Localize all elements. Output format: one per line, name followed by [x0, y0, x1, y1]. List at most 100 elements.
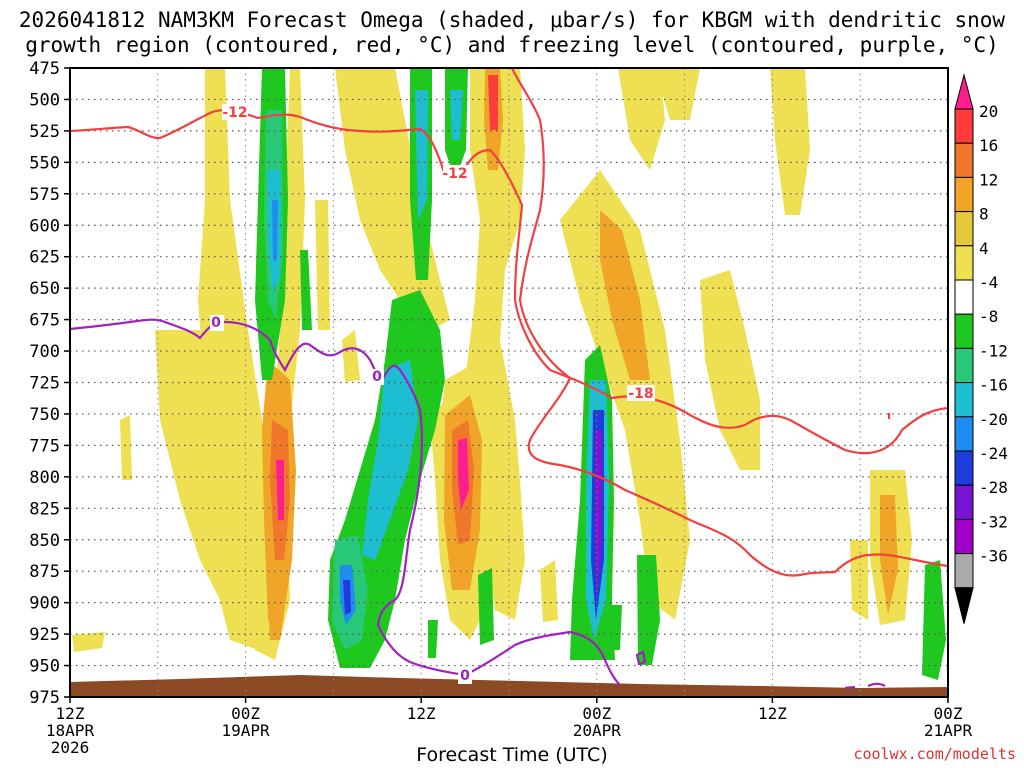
credit-text: coolwx.com/modelts [853, 745, 1016, 763]
chart-title-line-2: growth region (contoured, red, °C) and f… [25, 33, 999, 57]
y-tick-label: 900 [29, 594, 60, 614]
omega-band-sinking-19 [637, 555, 660, 665]
terrain-ground [70, 675, 948, 697]
y-tick-label: 725 [29, 374, 60, 394]
colorbar-label: -16 [979, 376, 1008, 395]
omega-area-weak-rising-17 [540, 560, 558, 622]
omega-core-strong-rising-8 [488, 75, 498, 130]
omega-core-strong-rising-6 [458, 438, 469, 510]
contour-label-zero-b: 0 [372, 369, 382, 385]
omega-band-sinking-11 [362, 360, 418, 560]
omega-area-weak-rising-13 [850, 540, 868, 620]
omega-band-sinking-14 [343, 580, 351, 615]
colorbar-label: -20 [979, 410, 1008, 429]
colorbar-segment [954, 108, 974, 144]
omega-area-weak-rising-14 [120, 415, 132, 480]
omega-core-strong-rising-9 [600, 210, 650, 380]
x-tick-label: 19APR [222, 721, 271, 740]
colorbar-label: -24 [979, 444, 1008, 463]
x-tick-label: 21APR [924, 721, 973, 740]
colorbar-label: -36 [979, 547, 1008, 566]
omega-core-strong-rising-11 [268, 600, 280, 640]
omega-area-weak-rising-2 [155, 330, 250, 640]
colorbar-max-arrow [954, 73, 974, 110]
omega-band-sinking-8 [450, 90, 463, 140]
colorbar-label: 12 [979, 170, 998, 189]
x-tick-label: 20APR [573, 721, 622, 740]
y-tick-label: 650 [29, 279, 60, 299]
colorbar-label: -4 [979, 273, 998, 292]
omega-area-weak-rising-8 [618, 68, 665, 170]
y-tick-label: 925 [29, 625, 60, 645]
omega-band-sinking-23 [428, 620, 438, 658]
colorbar-label: 8 [979, 205, 989, 224]
colorbar-segment [954, 176, 974, 213]
y-tick-label: 825 [29, 499, 60, 519]
colorbar-segment [954, 518, 974, 555]
colorbar-label: -28 [979, 478, 1008, 497]
x-tick-label: 12Z [407, 704, 436, 723]
x-axis-title: Forecast Time (UTC) [416, 744, 608, 766]
omega-core-strong-rising-3 [276, 460, 284, 520]
omega-area-weak-rising-15 [72, 632, 105, 652]
colorbar-segment [954, 553, 974, 589]
colorbar-label: 20 [979, 102, 998, 121]
y-axis: 475 500 525 550 575 600 625 650 675 700 725 750 775 8… [29, 59, 70, 708]
contour-label-minus12-a: -12 [222, 105, 247, 121]
y-tick-label: 850 [29, 531, 60, 551]
omega-area-weak-rising-4 [335, 68, 450, 330]
colorbar-segment [954, 347, 974, 384]
omega-band-sinking-4 [272, 200, 278, 260]
x-tick-label: 12Z [758, 704, 787, 723]
colorbar-segment [954, 211, 974, 247]
freezing-level-small-loop [635, 650, 647, 666]
omega-band-sinking-21 [478, 568, 494, 645]
omega-area-weak-rising-16 [315, 200, 330, 330]
y-tick-label: 950 [29, 657, 60, 677]
colorbar-segment [954, 416, 974, 452]
x-tick-label: 18APR [46, 721, 95, 740]
dendritic-growth-contour-minus12 [70, 109, 948, 455]
contour-label-minus12-b: -12 [442, 166, 467, 182]
y-tick-label: 700 [29, 342, 60, 362]
y-tick-label: 675 [29, 311, 60, 331]
colorbar-label: -12 [979, 341, 1008, 360]
omega-area-weak-rising-1 [198, 68, 270, 650]
omega-area-weak-rising-9 [700, 270, 760, 470]
chart-title-line-1: 2026041812 NAM3KM Forecast Omega (shaded… [18, 8, 1006, 32]
x-tick-label: 00Z [231, 704, 260, 723]
y-tick-label: 600 [29, 216, 60, 236]
colorbar-label: -32 [979, 512, 1008, 531]
omega-area-weak-rising-11 [655, 68, 700, 120]
omega-area-weak-rising-18 [342, 330, 360, 382]
y-tick-label: 550 [29, 153, 60, 173]
contour-label-zero-c: 0 [460, 668, 470, 684]
omega-shading [72, 68, 946, 680]
omega-band-sinking-6 [415, 90, 428, 220]
colorbar: 20 16 12 8 4 -4 -8 -12 -16 -20 -24 -28 -32 -36 [954, 73, 1008, 624]
y-tick-label: 575 [29, 185, 60, 205]
y-tick-label: 750 [29, 405, 60, 425]
y-tick-label: 625 [29, 248, 60, 268]
freezing-level-ground-segment [844, 682, 886, 690]
y-tick-label: 475 [29, 59, 60, 79]
colorbar-segment [954, 313, 974, 349]
y-tick-label: 975 [29, 688, 60, 708]
y-tick-label: 775 [29, 436, 60, 456]
colorbar-segment [954, 279, 974, 315]
x-tick-label: 2026 [51, 738, 90, 757]
contour-labels: -12 -12 -18 0 0 0 [210, 104, 655, 684]
omega-band-sinking-9 [300, 250, 312, 330]
y-tick-label: 875 [29, 562, 60, 582]
grid-lines [70, 68, 948, 697]
dendritic-growth-contour-minus18 [511, 68, 948, 577]
omega-band-sinking-22 [612, 605, 622, 650]
x-tick-label: 12Z [56, 704, 85, 723]
colorbar-segment [954, 245, 974, 281]
colorbar-label: -8 [979, 307, 998, 326]
colorbar-segment [954, 484, 974, 520]
omega-area-weak-rising-7 [560, 170, 690, 620]
colorbar-segment [954, 450, 974, 486]
